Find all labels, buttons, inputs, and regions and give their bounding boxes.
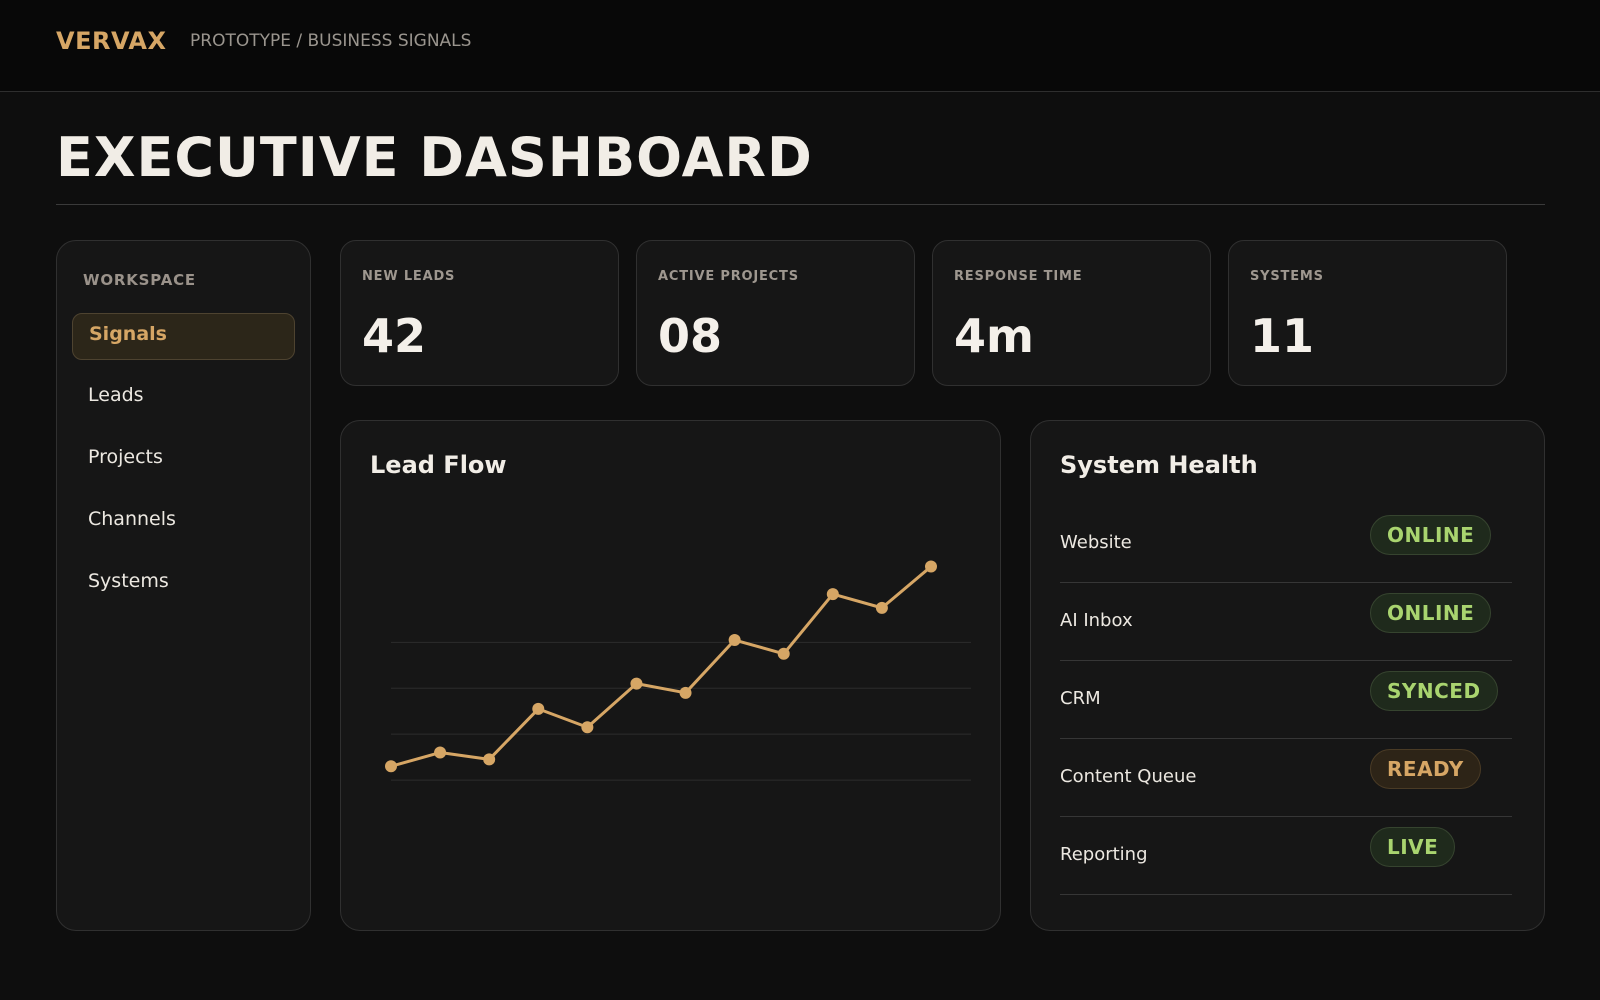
lead-flow-line <box>390 565 932 768</box>
stat-label: SYSTEMS <box>1250 269 1324 284</box>
stat-card-systems: SYSTEMS 11 <box>1228 240 1507 386</box>
stat-label: ACTIVE PROJECTS <box>658 269 799 284</box>
lead-flow-chart <box>385 560 971 781</box>
stat-value: 08 <box>658 309 723 363</box>
stat-card-active-projects: ACTIVE PROJECTS 08 <box>636 240 915 386</box>
title-divider <box>56 204 1545 205</box>
stat-label: RESPONSE TIME <box>954 269 1083 284</box>
sidebar: WORKSPACE Signals Leads Projects Channel… <box>56 240 311 931</box>
health-row-content-queue: Content Queue READY <box>1060 739 1512 817</box>
sidebar-heading: WORKSPACE <box>83 271 196 289</box>
chart-point[interactable] <box>875 601 888 614</box>
chart-point[interactable] <box>532 702 545 715</box>
sidebar-item-channels[interactable]: Channels <box>88 508 176 530</box>
stat-value: 42 <box>362 309 427 363</box>
stat-value: 11 <box>1250 309 1315 363</box>
health-name: Reporting <box>1060 844 1148 865</box>
chart-point[interactable] <box>630 677 643 690</box>
chart-point[interactable] <box>434 746 447 759</box>
status-badge: SYNCED <box>1370 671 1498 711</box>
lead-flow-panel: Lead Flow <box>340 420 1001 931</box>
sidebar-item-projects[interactable]: Projects <box>88 446 163 468</box>
stat-label: NEW LEADS <box>362 269 456 284</box>
stat-card-new-leads: NEW LEADS 42 <box>340 240 619 386</box>
chart-point[interactable] <box>385 760 397 773</box>
chart-point[interactable] <box>826 588 839 601</box>
top-bar: VERVAX PROTOTYPE / BUSINESS SIGNALS <box>0 0 1600 92</box>
page-title: EXECUTIVE DASHBOARD <box>56 126 813 189</box>
health-row-reporting: Reporting LIVE <box>1060 817 1512 895</box>
chart-point[interactable] <box>777 647 790 660</box>
breadcrumb: PROTOTYPE / BUSINESS SIGNALS <box>190 31 472 51</box>
chart-point[interactable] <box>728 634 741 647</box>
health-name: Content Queue <box>1060 766 1197 787</box>
chart-point[interactable] <box>679 686 692 699</box>
sidebar-item-systems[interactable]: Systems <box>88 570 169 592</box>
chart-point[interactable] <box>581 721 594 734</box>
sidebar-item-leads[interactable]: Leads <box>88 384 144 406</box>
health-row-crm: CRM SYNCED <box>1060 661 1512 739</box>
health-name: AI Inbox <box>1060 610 1133 631</box>
status-badge: ONLINE <box>1370 515 1492 555</box>
health-row-website: Website ONLINE <box>1060 505 1512 583</box>
stat-value: 4m <box>954 309 1034 363</box>
health-name: CRM <box>1060 688 1101 709</box>
status-badge: ONLINE <box>1370 593 1492 633</box>
lead-flow-title: Lead Flow <box>370 451 507 479</box>
stat-card-response-time: RESPONSE TIME 4m <box>932 240 1211 386</box>
chart-point[interactable] <box>483 753 496 766</box>
system-health-panel: System Health Website ONLINE AI Inbox ON… <box>1030 420 1545 931</box>
chart-point[interactable] <box>925 560 937 573</box>
health-row-ai-inbox: AI Inbox ONLINE <box>1060 583 1512 661</box>
health-name: Website <box>1060 532 1132 553</box>
brand-logo[interactable]: VERVAX <box>56 27 167 55</box>
system-health-title: System Health <box>1060 451 1258 479</box>
status-badge: LIVE <box>1370 827 1456 867</box>
status-badge: READY <box>1370 749 1481 789</box>
sidebar-item-signals[interactable]: Signals <box>72 313 295 360</box>
